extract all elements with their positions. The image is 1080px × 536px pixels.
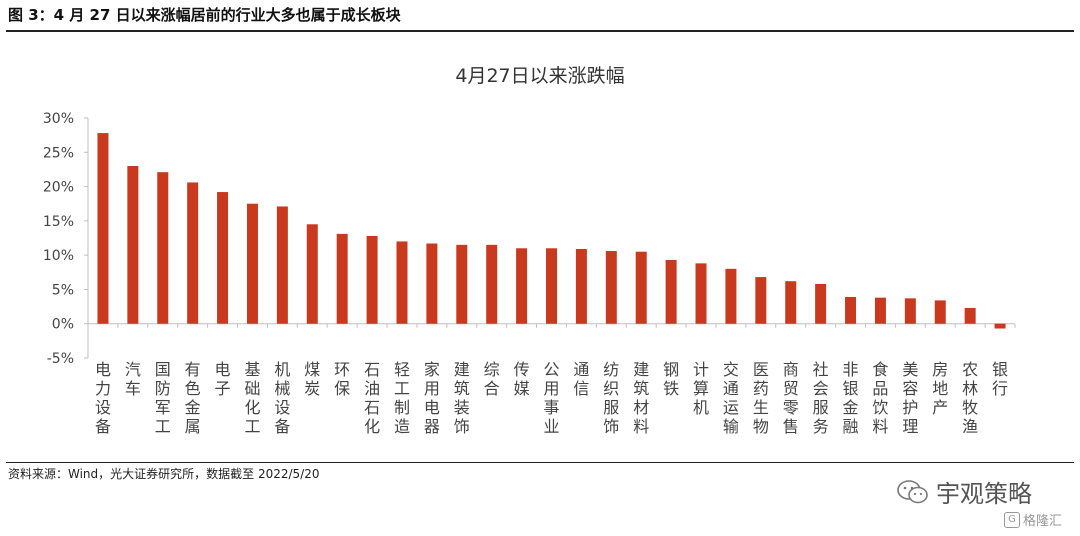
- category-label: 建筑材料: [633, 360, 649, 436]
- category-label: 通信: [573, 360, 589, 398]
- bar: [546, 248, 557, 324]
- bar: [874, 297, 886, 324]
- category-label: 公用事业: [543, 360, 559, 436]
- bar: [486, 244, 498, 324]
- category-label: 房地产: [932, 360, 948, 417]
- figure-header: 图 3：4 月 27 日以来涨幅居前的行业大多也属于成长板块: [8, 6, 401, 24]
- category-label: 非银金融: [843, 360, 859, 436]
- footer-rule: [6, 462, 1074, 463]
- category-labels: 电力设备汽车国防军工有色金属电子基础化工机械设备煤炭环保石油石化轻工制造家用电器…: [95, 360, 1008, 436]
- bar: [336, 233, 348, 324]
- category-label: 建筑装饰: [454, 360, 470, 436]
- bar: [904, 298, 916, 324]
- y-tick-label: 5%: [52, 282, 74, 298]
- category-label: 纺织服饰: [603, 360, 619, 436]
- wechat-icon: [897, 479, 928, 503]
- category-label: 综合: [484, 360, 500, 398]
- watermark-logo-icon: G: [1004, 511, 1020, 528]
- bar: [725, 268, 737, 324]
- bar: [97, 133, 109, 324]
- category-label: 社会服务: [813, 360, 829, 436]
- bar: [366, 235, 378, 324]
- bar-chart: 4月27日以来涨跌幅 -5% 0% 5% 10% 15% 20% 25% 30% 电力设备汽车…: [43, 65, 1016, 436]
- y-axis: -5% 0% 5% 10% 15% 20% 25% 30%: [43, 111, 89, 367]
- y-tick-label: -5%: [47, 351, 74, 367]
- category-label: 机械设备: [274, 360, 290, 436]
- y-tick-label: 15%: [43, 214, 74, 230]
- bar: [934, 300, 946, 324]
- bar: [695, 263, 707, 324]
- category-label: 商贸零售: [783, 360, 799, 436]
- category-label: 钢铁: [663, 360, 679, 398]
- bar: [994, 323, 1006, 329]
- bar: [964, 307, 976, 324]
- bar: [456, 244, 468, 324]
- category-label: 农林牧渔: [962, 360, 978, 436]
- category-label: 美容护理: [902, 360, 918, 436]
- watermark-text: 格隆汇: [1023, 514, 1063, 529]
- category-label: 石油石化: [364, 360, 380, 436]
- y-tick-label: 25%: [43, 145, 74, 161]
- y-tick-label: 20%: [43, 180, 74, 196]
- bar: [396, 241, 408, 324]
- category-label: 煤炭: [304, 360, 320, 398]
- bar: [605, 251, 617, 324]
- bar: [276, 206, 288, 324]
- category-label: 有色金属: [185, 360, 201, 436]
- bar: [845, 296, 857, 324]
- chart-title: 4月27日以来涨跌幅: [455, 65, 624, 87]
- source-note: 资料来源：Wind，光大证券研究所，数据截至 2022/5/20: [8, 467, 320, 481]
- category-label: 国防军工: [155, 360, 171, 436]
- category-label: 汽车: [125, 360, 141, 398]
- bar: [785, 281, 797, 324]
- category-label: 电子: [215, 360, 231, 398]
- bar: [665, 259, 677, 324]
- brand-name: 宇观策略: [936, 480, 1032, 508]
- bar: [157, 172, 169, 324]
- bar: [246, 203, 258, 324]
- watermark: G 格隆汇: [1004, 510, 1062, 529]
- bar: [575, 248, 587, 324]
- bar: [426, 243, 438, 324]
- category-label: 食品饮料: [872, 360, 888, 436]
- category-label: 医药生物: [753, 360, 769, 436]
- category-label: 电力设备: [95, 360, 111, 436]
- bar: [187, 182, 199, 324]
- category-label: 家用电器: [424, 360, 440, 436]
- bars: [97, 133, 1006, 329]
- bar: [635, 251, 647, 324]
- category-label: 轻工制造: [394, 360, 410, 436]
- y-tick-label: 10%: [43, 248, 74, 264]
- category-label: 银行: [992, 360, 1008, 398]
- category-label: 环保: [334, 360, 350, 398]
- bar: [516, 248, 528, 324]
- header-rule: [6, 30, 1074, 32]
- category-label: 计算机: [693, 360, 709, 417]
- y-tick-label: 30%: [43, 111, 74, 127]
- brand-signature: 宇观策略: [896, 474, 1032, 509]
- category-label: 传媒: [514, 360, 530, 398]
- bar: [755, 277, 767, 324]
- x-axis: [87, 323, 1016, 328]
- y-tick-label: 0%: [52, 317, 74, 333]
- bar: [127, 166, 139, 324]
- bar: [306, 224, 318, 324]
- category-label: 交通运输: [723, 360, 739, 436]
- bar: [217, 192, 229, 324]
- category-label: 基础化工: [244, 360, 260, 436]
- bar: [815, 283, 827, 324]
